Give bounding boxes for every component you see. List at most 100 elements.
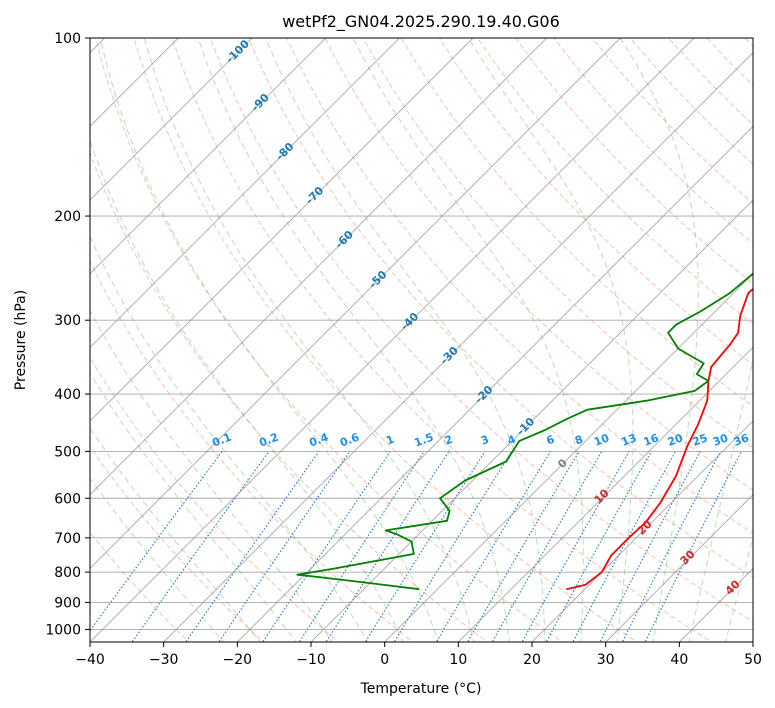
- mixing-ratio-label: 13: [620, 431, 639, 448]
- moist-adiabat-line: [197, 38, 510, 642]
- y-tick-label: 900: [54, 595, 81, 611]
- dry-adiabat-line: [286, 38, 753, 535]
- x-tick-label: −30: [149, 652, 179, 668]
- moist-adiabat-label: 40: [723, 577, 743, 597]
- y-axis: 100 200 300 400 500 600 700 800 900 1000: [45, 31, 90, 638]
- mixing-ratio-label: 8: [573, 433, 585, 448]
- y-tick-label: 200: [54, 209, 81, 225]
- mixing-ratio-label: 0.2: [257, 431, 280, 450]
- isotherm-label: -90: [249, 91, 272, 114]
- y-tick-label: 1000: [45, 622, 81, 638]
- isotherm-label: -50: [366, 268, 389, 291]
- isotherm-line: [531, 420, 753, 642]
- y-tick-label: 600: [54, 491, 81, 507]
- dry-adiabat-line: [90, 151, 489, 642]
- x-tick-label: 20: [523, 652, 541, 668]
- mixing-ratio-line: [393, 451, 513, 642]
- y-tick-label: 500: [54, 444, 81, 460]
- isotherm-line: [605, 494, 753, 642]
- isotherm-line: [90, 38, 327, 275]
- moist-adiabat-line: [143, 38, 475, 642]
- isotherm-line: [90, 38, 474, 422]
- dry-adiabat-line: [744, 38, 753, 47]
- mixing-ratio-line: [491, 451, 603, 642]
- dry-adiabat-line: [477, 38, 753, 325]
- mixing-ratio-label: 16: [642, 431, 661, 449]
- isotherm-line: [90, 38, 621, 569]
- sounding-profiles: [296, 272, 753, 591]
- dry-adiabat-line: [248, 38, 753, 578]
- mixing-ratio-line: [621, 451, 722, 642]
- mixing-ratio-line: [90, 451, 223, 632]
- isotherm-label: -70: [303, 184, 326, 207]
- isotherm-line: [752, 641, 753, 642]
- mixing-ratio-line: [325, 451, 450, 642]
- mixing-ratio-label: 1: [384, 433, 396, 448]
- mixing-ratio-line: [298, 451, 425, 642]
- mixing-ratio-line: [466, 451, 580, 642]
- dry-adiabat-line: [171, 38, 713, 642]
- dry-adiabat-line: [90, 356, 339, 642]
- mixing-ratio-label: 10: [592, 431, 611, 449]
- background-reference-lines: [90, 38, 753, 642]
- moist-adiabat-line: [352, 38, 584, 642]
- y-tick-label: 400: [54, 387, 81, 403]
- isotherm-line: [310, 199, 753, 642]
- x-tick-label: −20: [223, 652, 253, 668]
- isotherm-line: [163, 52, 753, 642]
- mixing-ratio-line: [262, 451, 391, 642]
- isotherm-label: -40: [398, 310, 421, 333]
- x-axis-label: Temperature (°C): [360, 681, 482, 697]
- mixing-ratio-line: [572, 451, 676, 642]
- mixing-ratio-line: [644, 451, 742, 642]
- mixing-ratio-label: 6: [545, 433, 557, 448]
- dry-adiabat-line: [133, 38, 638, 642]
- isotherm-line: [236, 125, 753, 642]
- y-tick-label: 700: [54, 531, 81, 547]
- mixing-ratio-line: [599, 451, 701, 642]
- plot-frame: [89, 37, 754, 643]
- dry-adiabat-line: [438, 38, 753, 366]
- mixing-ratio-line: [185, 451, 320, 642]
- mixing-ratio-label: 30: [711, 431, 730, 449]
- dry-adiabat-line: [324, 38, 753, 491]
- moist-adiabat-label: 10: [592, 486, 612, 506]
- x-tick-label: 50: [744, 652, 762, 668]
- moist-adiabat-label: 30: [678, 547, 698, 567]
- isotherm-line: [90, 38, 548, 496]
- isotherm-label: -20: [472, 383, 495, 406]
- moist-adiabat-line: [90, 139, 404, 642]
- dry-adiabat-line: [362, 38, 753, 449]
- x-axis: −40 −30 −20 −10 0 10 20 30 40 50: [75, 642, 762, 668]
- moist-adiabat-line: [99, 38, 440, 642]
- y-tick-label: 800: [54, 565, 81, 581]
- mixing-ratio-line: [435, 451, 552, 642]
- isotherm-line: [457, 346, 753, 642]
- dry-adiabat-line: [95, 38, 564, 642]
- mixing-ratio-label: 4: [506, 433, 518, 448]
- isotherm-line: [384, 273, 753, 642]
- isotherm-label: -60: [333, 228, 356, 251]
- x-tick-label: −10: [296, 652, 326, 668]
- mixing-ratio-label: 1.5: [413, 431, 436, 450]
- mixing-ratio-label: 3: [479, 433, 491, 448]
- moist-adiabat-line: [90, 235, 369, 642]
- mixing-ratio-label: 25: [691, 431, 710, 448]
- dry-adiabat-line: [706, 38, 753, 87]
- mixing-ratio-label: 0.6: [338, 431, 361, 450]
- moist-adiabat-line: [90, 427, 261, 642]
- isotherm-label: -30: [438, 344, 461, 367]
- isotherm-line: [90, 38, 253, 201]
- moist-adiabat-line: [90, 309, 333, 642]
- y-axis-label: Pressure (hPa): [13, 290, 29, 390]
- dewpoint-profile-line: [296, 272, 753, 591]
- mixing-ratio-label: 0.1: [211, 431, 234, 450]
- moist-adiabat-line: [468, 38, 634, 642]
- grid: [90, 38, 753, 642]
- dry-adiabat-line: [90, 445, 265, 642]
- chart-title: wetPf2_GN04.2025.290.19.40.G06: [282, 12, 560, 32]
- x-tick-label: 30: [597, 652, 615, 668]
- mixing-ratio-line: [364, 451, 486, 642]
- x-tick-label: 40: [670, 652, 688, 668]
